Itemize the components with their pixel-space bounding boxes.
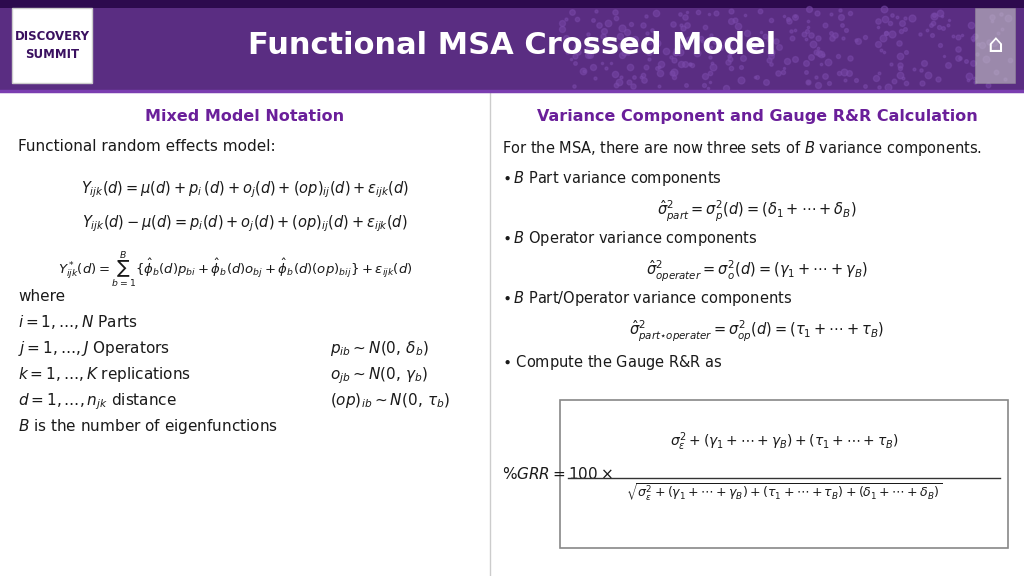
Text: For the MSA, there are now three sets of $\it{B}$ variance components.: For the MSA, there are now three sets of… [502,139,982,158]
Text: Functional MSA Crossed Model: Functional MSA Crossed Model [248,31,776,60]
Text: $d = 1, \ldots, n_{jk}$ distance: $d = 1, \ldots, n_{jk}$ distance [18,391,177,412]
Text: DISCOVERY
SUMMIT: DISCOVERY SUMMIT [14,31,89,60]
Text: $Y^*_{ijk}(d) = \sum_{b=1}^{B}\{\hat{\phi}_b(d)p_{bi} + \hat{\phi}_b(d)o_{bj} + : $Y^*_{ijk}(d) = \sum_{b=1}^{B}\{\hat{\ph… [57,249,413,290]
Text: $\hat{\sigma}^2_{part} = \sigma^2_p(d) = (\delta_1 + \cdots + \delta_B)$: $\hat{\sigma}^2_{part} = \sigma^2_p(d) =… [657,199,857,224]
Text: $\bullet\,\it{B}$ Operator variance components: $\bullet\,\it{B}$ Operator variance comp… [502,229,758,248]
Text: $k = 1, \ldots, K$ replications: $k = 1, \ldots, K$ replications [18,365,190,384]
Text: ⌂: ⌂ [987,33,1002,58]
Text: Variance Component and Gauge R&R Calculation: Variance Component and Gauge R&R Calcula… [537,109,977,124]
Text: Mixed Model Notation: Mixed Model Notation [145,109,344,124]
Bar [0,0,1024,91]
Bar [975,8,1015,83]
Text: $\bullet$ Compute the Gauge R&R as: $\bullet$ Compute the Gauge R&R as [502,353,723,372]
Text: Functional random effects model:: Functional random effects model: [18,139,275,154]
Text: $\sqrt{\sigma^2_\varepsilon + (\gamma_1 + \cdots + \gamma_B) + (\tau_1 + \cdots : $\sqrt{\sigma^2_\varepsilon + (\gamma_1 … [626,482,942,503]
Bar [0,91,1024,576]
Text: $\hat{\sigma}^2_{part{\star}operater} = \sigma^2_{op}(d) = (\tau_1 + \cdots + \t: $\hat{\sigma}^2_{part{\star}operater} = … [630,319,885,344]
Text: $\%GRR = 100 \times$: $\%GRR = 100 \times$ [502,466,613,482]
Text: $j = 1, \ldots, J$ Operators: $j = 1, \ldots, J$ Operators [18,339,170,358]
Text: $\bullet\,\it{B}$ Part/Operator variance components: $\bullet\,\it{B}$ Part/Operator variance… [502,289,793,308]
Text: $Y_{ijk}(d) - \mu(d) = p_i(d) + o_j(d) + (op)_{ij}(d) + \varepsilon_{ijk}(d)$: $Y_{ijk}(d) - \mu(d) = p_i(d) + o_j(d) +… [82,213,408,234]
Bar [560,400,1008,548]
Text: $(op)_{ib}{\sim}N(0,\,\tau_b)$: $(op)_{ib}{\sim}N(0,\,\tau_b)$ [330,391,451,410]
Bar [12,8,92,83]
Text: $B$ is the number of eigenfunctions: $B$ is the number of eigenfunctions [18,417,278,436]
Text: $o_{jb}{\sim}N(0,\,\gamma_b)$: $o_{jb}{\sim}N(0,\,\gamma_b)$ [330,365,428,385]
Text: $\hat{\sigma}^2_{operater} = \sigma^2_o(d) = (\gamma_1 + \cdots + \gamma_B)$: $\hat{\sigma}^2_{operater} = \sigma^2_o(… [646,259,868,284]
Text: $p_{ib}{\sim}N(0,\,\delta_b)$: $p_{ib}{\sim}N(0,\,\delta_b)$ [330,339,429,358]
Text: $i = 1, \ldots, N$ Parts: $i = 1, \ldots, N$ Parts [18,313,138,331]
Text: where: where [18,289,66,304]
Text: $\bullet\,\it{B}$ Part variance components: $\bullet\,\it{B}$ Part variance componen… [502,169,722,188]
Text: $\sigma^2_\varepsilon + (\gamma_1 + \cdots + \gamma_B) + (\tau_1 + \cdots + \tau: $\sigma^2_\varepsilon + (\gamma_1 + \cdo… [670,430,898,453]
Bar [0,0,1024,8]
Text: $Y_{ijk}(d) = \mu(d) +p_i\,(d) + o_j(d) + (op)_{ij}(d) + \varepsilon_{ijk}(d)$: $Y_{ijk}(d) = \mu(d) +p_i\,(d) + o_j(d) … [81,179,409,200]
